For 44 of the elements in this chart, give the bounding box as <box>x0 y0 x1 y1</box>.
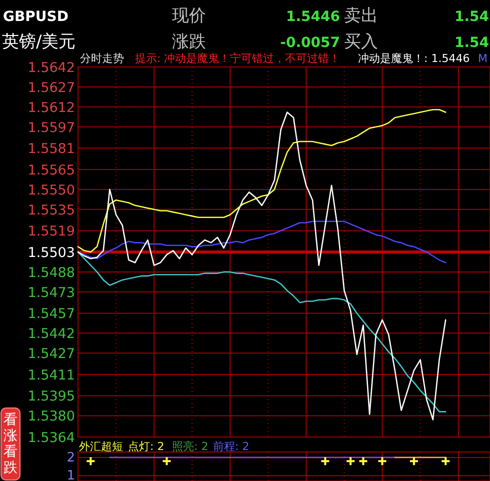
y-tick-label: 1.5519 <box>28 224 75 240</box>
y-tick-label: 1.5503 <box>28 245 75 261</box>
y-tick-label: 1.5581 <box>28 141 75 158</box>
text: 1.54 <box>454 35 490 51</box>
y-tick-label: 1.5395 <box>28 388 75 405</box>
line-series <box>77 112 446 420</box>
y-tick-label: 1.5442 <box>28 326 75 342</box>
y-tick-label: 1.5427 <box>28 346 75 362</box>
line-series <box>77 251 446 412</box>
y-tick-label: 1.5457 <box>28 306 75 322</box>
text: GBPUSD <box>3 9 68 25</box>
annotation: 点灯: 2 <box>128 440 164 453</box>
control-button: 看涨看跌 <box>0 408 20 480</box>
line-series <box>77 108 446 253</box>
y-tick-label: 1.5488 <box>28 264 75 281</box>
text: 卖出 <box>344 6 378 26</box>
text: 1.54 <box>454 9 490 25</box>
text: 买入 <box>344 32 378 52</box>
y-tick-label: 1.5612 <box>28 100 75 116</box>
text: 冲动是魔鬼！: 1.5446 <box>358 52 470 65</box>
y-tick-label: 1.5550 <box>28 182 75 198</box>
text: 现价 <box>172 6 206 26</box>
text: 英镑/美元 <box>2 32 76 52</box>
y-tick-label: 1.5364 <box>28 430 75 446</box>
line-series <box>77 220 446 264</box>
y-tick-label: 1.5411 <box>28 367 75 384</box>
y-tick-label: 2 <box>66 450 75 466</box>
text: 提示: 冲动是魔鬼！宁可错过，不可过错！ <box>135 52 340 65</box>
y-tick-label: 1.5642 <box>28 60 75 76</box>
chart-title: 分时走势 <box>80 52 124 65</box>
y-tick-label: 1.5597 <box>28 120 75 136</box>
y-tick-label: 1.5473 <box>28 284 75 301</box>
text: M <box>478 52 488 65</box>
y-tick-label: 1 <box>66 468 75 481</box>
text: -0.0057 <box>280 35 340 51</box>
y-tick-label: 1.5380 <box>28 408 75 425</box>
y-tick-label: 1.5535 <box>28 202 75 218</box>
annotation: 照亮: 2 <box>172 440 208 453</box>
text: 1.5446 <box>286 9 340 25</box>
y-tick-label: 1.5627 <box>28 80 75 96</box>
annotation: 外汇超短 <box>79 440 123 453</box>
text: 涨跌 <box>172 32 206 52</box>
annotation: 前程: 2 <box>213 440 250 453</box>
y-tick-label: 1.5565 <box>28 162 75 178</box>
